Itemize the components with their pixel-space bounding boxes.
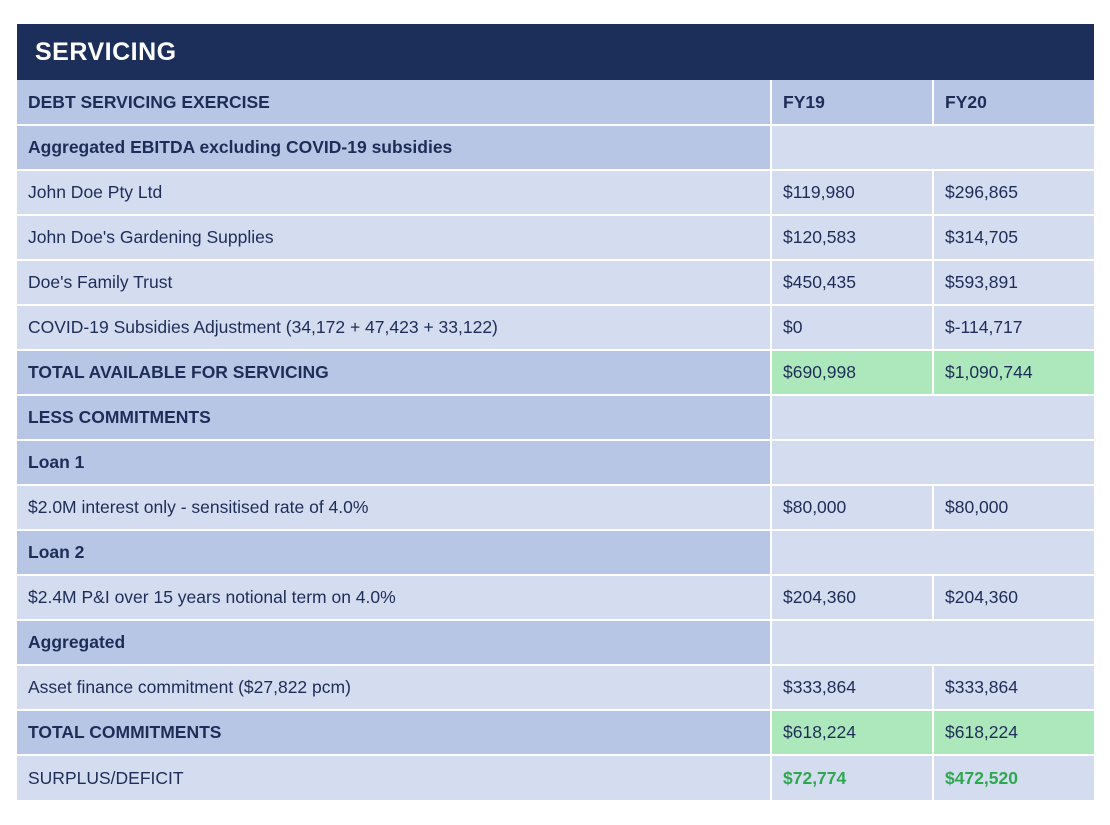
row-fy20-value: $296,865 xyxy=(932,169,1094,216)
row-label: $2.0M interest only - sensitised rate of… xyxy=(17,484,772,531)
section-row-loan1: Loan 1 xyxy=(17,439,1094,486)
section-label: LESS COMMITMENTS xyxy=(17,394,772,441)
table-row: COVID-19 Subsidies Adjustment (34,172 + … xyxy=(17,304,1094,351)
row-label: $2.4M P&I over 15 years notional term on… xyxy=(17,574,772,621)
section-label: Loan 1 xyxy=(17,439,772,486)
section-spacer xyxy=(770,529,1094,576)
surplus-label: SURPLUS/DEFICIT xyxy=(17,754,772,800)
section-row-commitments: LESS COMMITMENTS xyxy=(17,394,1094,441)
row-fy20-value: $80,000 xyxy=(932,484,1094,531)
header-fy20: FY20 xyxy=(932,80,1094,126)
row-fy20-value: $593,891 xyxy=(932,259,1094,306)
section-label: Loan 2 xyxy=(17,529,772,576)
table-row: $2.0M interest only - sensitised rate of… xyxy=(17,484,1094,531)
row-fy20-value: $204,360 xyxy=(932,574,1094,621)
row-fy19-value: $119,980 xyxy=(770,169,934,216)
table-row: $2.4M P&I over 15 years notional term on… xyxy=(17,574,1094,621)
section-row-loan2: Loan 2 xyxy=(17,529,1094,576)
row-label: Doe's Family Trust xyxy=(17,259,772,306)
row-label: Asset finance commitment ($27,822 pcm) xyxy=(17,664,772,711)
row-label: John Doe Pty Ltd xyxy=(17,169,772,216)
total-available-row: TOTAL AVAILABLE FOR SERVICING $690,998 $… xyxy=(17,349,1094,396)
row-fy19-value: $80,000 xyxy=(770,484,934,531)
section-spacer xyxy=(770,394,1094,441)
row-label: COVID-19 Subsidies Adjustment (34,172 + … xyxy=(17,304,772,351)
total-label: TOTAL AVAILABLE FOR SERVICING xyxy=(17,349,772,396)
total-fy19-value: $618,224 xyxy=(770,709,934,756)
total-fy20-value: $618,224 xyxy=(932,709,1094,756)
row-fy19-value: $450,435 xyxy=(770,259,934,306)
row-label: John Doe's Gardening Supplies xyxy=(17,214,772,261)
table-row: John Doe's Gardening Supplies $120,583 $… xyxy=(17,214,1094,261)
section-row-aggregated: Aggregated xyxy=(17,619,1094,666)
table-row: Asset finance commitment ($27,822 pcm) $… xyxy=(17,664,1094,711)
row-fy19-value: $120,583 xyxy=(770,214,934,261)
header-fy19: FY19 xyxy=(770,80,934,126)
surplus-fy20-value: $472,520 xyxy=(932,754,1094,800)
section-row-ebitda: Aggregated EBITDA excluding COVID-19 sub… xyxy=(17,124,1094,171)
section-label: Aggregated EBITDA excluding COVID-19 sub… xyxy=(17,124,772,171)
row-fy19-value: $0 xyxy=(770,304,934,351)
total-fy20-value: $1,090,744 xyxy=(932,349,1094,396)
servicing-table: DEBT SERVICING EXERCISE FY19 FY20 Aggreg… xyxy=(17,80,1094,800)
total-fy19-value: $690,998 xyxy=(770,349,934,396)
section-spacer xyxy=(770,619,1094,666)
table-header-row: DEBT SERVICING EXERCISE FY19 FY20 xyxy=(17,80,1094,126)
row-fy20-value: $314,705 xyxy=(932,214,1094,261)
row-fy19-value: $204,360 xyxy=(770,574,934,621)
servicing-panel: SERVICING DEBT SERVICING EXERCISE FY19 F… xyxy=(17,24,1094,800)
header-label: DEBT SERVICING EXERCISE xyxy=(17,80,772,126)
row-fy19-value: $333,864 xyxy=(770,664,934,711)
row-fy20-value: $-114,717 xyxy=(932,304,1094,351)
surplus-deficit-row: SURPLUS/DEFICIT $72,774 $472,520 xyxy=(17,754,1094,800)
row-fy20-value: $333,864 xyxy=(932,664,1094,711)
table-row: John Doe Pty Ltd $119,980 $296,865 xyxy=(17,169,1094,216)
total-commitments-row: TOTAL COMMITMENTS $618,224 $618,224 xyxy=(17,709,1094,756)
section-spacer xyxy=(770,124,1094,171)
surplus-fy19-value: $72,774 xyxy=(770,754,934,800)
table-row: Doe's Family Trust $450,435 $593,891 xyxy=(17,259,1094,306)
section-label: Aggregated xyxy=(17,619,772,666)
total-label: TOTAL COMMITMENTS xyxy=(17,709,772,756)
panel-title: SERVICING xyxy=(17,24,1094,80)
section-spacer xyxy=(770,439,1094,486)
